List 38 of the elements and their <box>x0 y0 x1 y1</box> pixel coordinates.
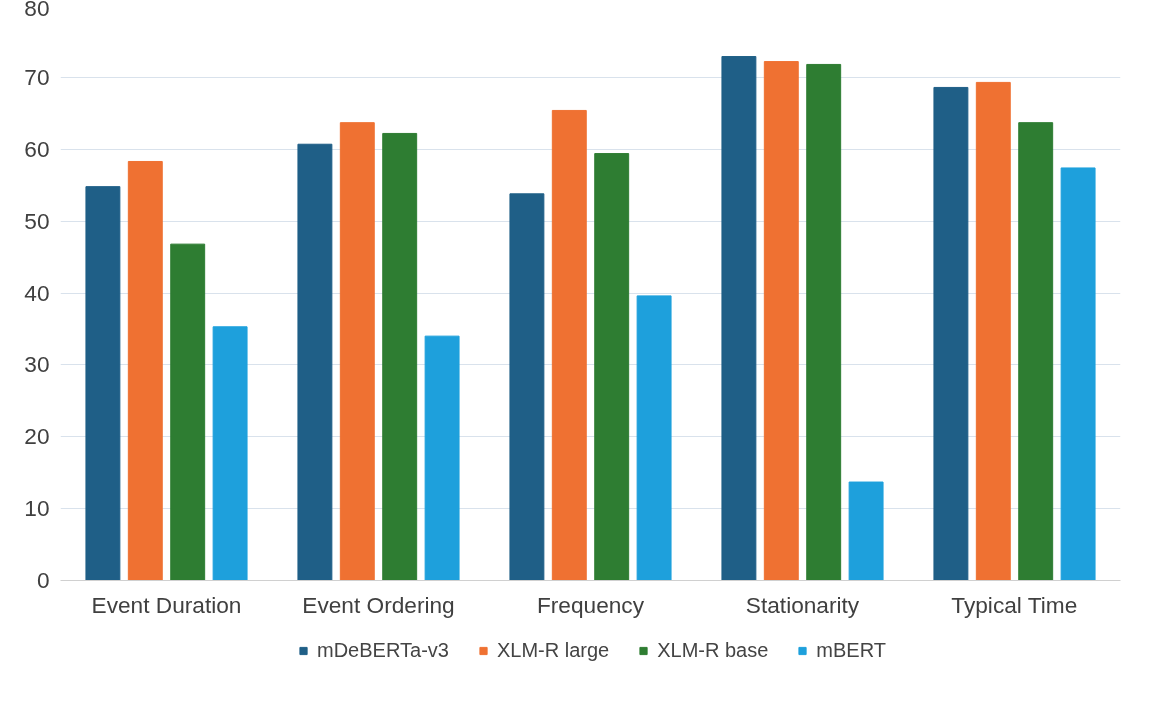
x-tick-label: Frequency <box>536 591 645 618</box>
bar <box>636 295 672 581</box>
y-tick-label: 50 <box>24 207 50 234</box>
bar <box>848 481 884 581</box>
y-tick-label: 60 <box>24 135 50 162</box>
bar <box>1018 122 1054 581</box>
y-tick-label: 10 <box>24 495 50 522</box>
legend-label: XLM-R large <box>496 638 610 662</box>
bar <box>509 193 545 581</box>
y-tick-label: 0 <box>36 567 50 593</box>
bar <box>212 326 248 581</box>
y-tick-label: 70 <box>24 63 50 90</box>
x-tick-label: Stationarity <box>745 591 860 618</box>
bar <box>594 153 630 581</box>
x-tick-label: Event Ordering <box>302 591 455 618</box>
bar <box>933 86 969 581</box>
bar <box>170 243 206 581</box>
y-tick-label: 40 <box>24 279 50 306</box>
bar <box>975 81 1011 581</box>
bar <box>127 160 163 581</box>
y-tick-label: 30 <box>24 351 50 378</box>
bar <box>297 143 333 581</box>
bar <box>424 335 460 581</box>
bar <box>85 186 121 581</box>
legend-label: XLM-R base <box>657 638 769 662</box>
y-tick-label: 80 <box>24 0 50 21</box>
bar <box>551 109 587 581</box>
bar <box>721 56 757 581</box>
bar <box>1060 167 1096 581</box>
legend-label: mBERT <box>816 638 886 662</box>
bar <box>339 122 375 581</box>
x-tick-label: Event Duration <box>91 591 242 618</box>
x-tick-label: Typical Time <box>951 591 1078 618</box>
bar <box>763 61 799 581</box>
bar <box>382 132 418 581</box>
legend-label: mDeBERTa-v3 <box>317 638 449 662</box>
y-tick-label: 20 <box>24 423 50 450</box>
bar <box>806 63 842 581</box>
